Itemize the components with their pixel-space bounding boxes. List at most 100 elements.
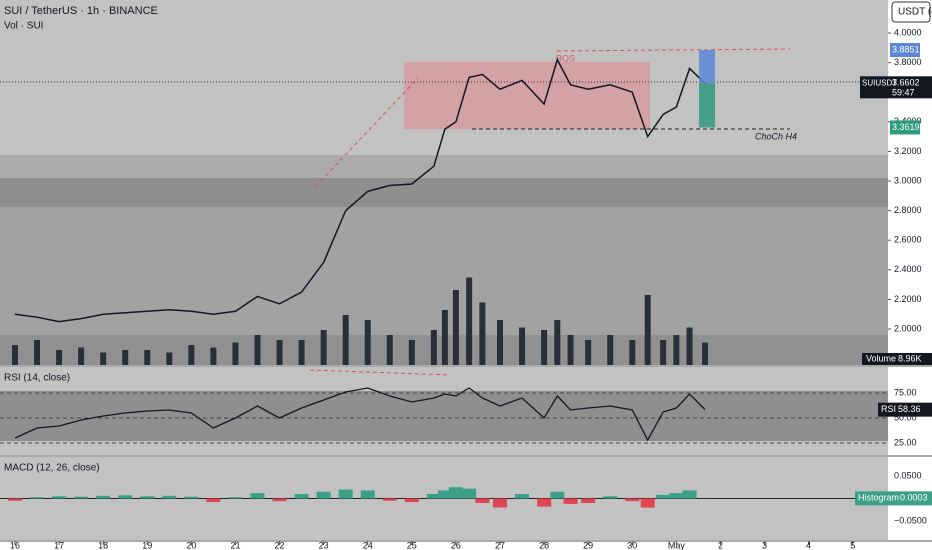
zone-band xyxy=(0,155,888,178)
x-tick-label: 4 xyxy=(806,540,811,550)
histogram-bar xyxy=(338,489,353,499)
histogram-bar xyxy=(437,490,452,499)
volume-bar xyxy=(644,295,651,365)
trend-line xyxy=(315,77,419,187)
volume-bar xyxy=(567,335,574,365)
volume-bar xyxy=(232,342,239,365)
volume-bar xyxy=(11,345,18,365)
y-tick-label: 2.4000 xyxy=(894,264,922,274)
volume-bar xyxy=(673,335,680,365)
histogram-bar xyxy=(669,493,684,499)
histogram-bar xyxy=(475,498,490,504)
x-tick-label: 22 xyxy=(275,540,285,550)
volume-bar xyxy=(702,342,709,365)
histogram-bar xyxy=(162,495,177,499)
histogram-bar xyxy=(228,497,243,499)
volume-bar xyxy=(430,330,437,365)
volume-bar xyxy=(364,320,371,365)
histogram-bar xyxy=(382,498,397,501)
histogram-bar xyxy=(462,488,477,499)
volume-value: 8.96K xyxy=(898,353,922,363)
volume-bar xyxy=(519,327,526,365)
histogram-bar xyxy=(118,495,133,499)
macd-title: MACD (12, 26, close) xyxy=(4,463,100,474)
x-tick-label: 28 xyxy=(539,540,549,550)
x-tick-label: 16 xyxy=(10,540,20,550)
histogram-bar xyxy=(250,493,265,499)
histogram-bar xyxy=(140,496,155,499)
volume-bar xyxy=(342,315,349,365)
volume-bar xyxy=(466,277,473,365)
volume-name: Volume xyxy=(866,353,896,363)
rsi-tag xyxy=(878,402,932,417)
volume-bar xyxy=(100,352,107,365)
y-tick-label: −0.0500 xyxy=(894,515,927,525)
volume-bar xyxy=(188,345,195,365)
volume-bar xyxy=(298,340,305,365)
x-tick-label: 2 xyxy=(718,540,723,550)
histogram-bar xyxy=(426,493,441,499)
rsi-value: 58.36 xyxy=(898,404,921,414)
x-tick-label: 5 xyxy=(850,540,855,550)
volume-bar xyxy=(554,320,561,365)
histogram-bar xyxy=(206,498,221,503)
histogram-bar xyxy=(625,498,640,502)
histogram-bar xyxy=(682,490,697,499)
volume-bar xyxy=(276,340,283,365)
volume-bar xyxy=(78,347,85,365)
x-tick-label: 24 xyxy=(363,540,373,550)
volume-bar xyxy=(122,350,129,365)
price-level-tag xyxy=(890,43,920,58)
histogram-bar xyxy=(272,498,287,502)
y-tick-label: 2.8000 xyxy=(894,205,922,215)
currency-box xyxy=(891,1,931,23)
volume-bar xyxy=(607,335,614,365)
x-tick-label: 26 xyxy=(451,540,461,550)
y-tick-label: 3.8000 xyxy=(894,57,922,67)
histogram-bar xyxy=(7,498,22,501)
rsi-title: RSI (14, close) xyxy=(4,373,70,384)
histogram-bar xyxy=(360,490,375,499)
bos-label: BOS xyxy=(556,53,575,63)
target-box xyxy=(699,50,716,84)
volume-bar xyxy=(144,350,151,365)
volume-bar xyxy=(386,335,393,365)
rsi-line xyxy=(14,387,706,442)
x-tick-label: 29 xyxy=(583,540,593,550)
x-tick-label: May xyxy=(668,540,686,550)
zone-band xyxy=(0,178,888,207)
volume-bar xyxy=(496,320,503,365)
x-tick-label: 17 xyxy=(54,540,64,550)
y-tick-label: 25.00 xyxy=(894,437,917,447)
x-tick-label: 23 xyxy=(319,540,329,550)
histogram-bar xyxy=(640,498,655,508)
y-tick-label: 2.2000 xyxy=(894,294,922,304)
range-box xyxy=(404,62,650,129)
price-level-label: 3.3619 xyxy=(892,122,920,132)
histogram-bar xyxy=(550,491,565,499)
volume-bar xyxy=(686,327,693,365)
volume-bar xyxy=(479,302,486,365)
x-tick-label: 18 xyxy=(98,540,108,550)
macd-name: Histogram xyxy=(858,493,899,503)
histogram-bar xyxy=(184,496,199,499)
histogram-bar xyxy=(96,495,111,499)
histogram-bar xyxy=(30,497,45,499)
divergence-line xyxy=(309,369,451,376)
x-tick-label: 20 xyxy=(186,540,196,550)
last-price-label: 3.6602 xyxy=(892,78,920,88)
histogram-bar xyxy=(492,498,507,508)
histogram-bar xyxy=(515,493,530,499)
symbol-label: SUIUSDT xyxy=(862,78,897,87)
y-tick-label: 50.00 xyxy=(894,412,917,422)
volume-bar xyxy=(585,340,592,365)
volume-bar xyxy=(320,330,327,365)
histogram-bar xyxy=(316,491,331,499)
histogram-bar xyxy=(74,496,89,499)
histogram-bar xyxy=(294,493,309,499)
volume-bar xyxy=(452,290,459,365)
chart-title: SUI / TetherUS · 1h · BINANCE xyxy=(4,5,158,17)
stop-box xyxy=(699,83,716,128)
rsi-band xyxy=(0,391,888,441)
histogram-bar xyxy=(404,498,419,503)
